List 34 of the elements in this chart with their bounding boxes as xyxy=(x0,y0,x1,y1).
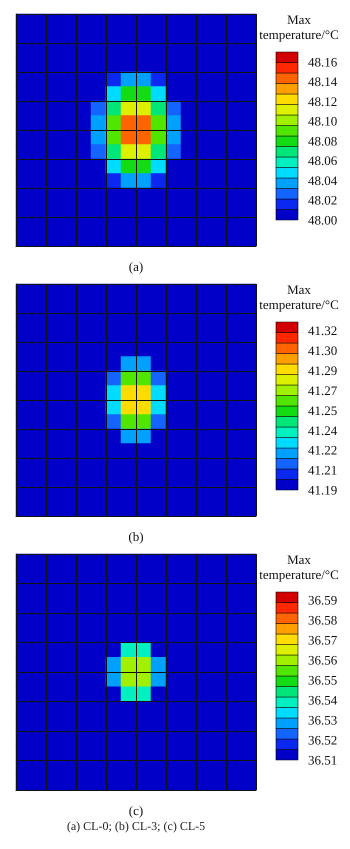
color-bar-label: 48.00 xyxy=(308,212,338,228)
color-bar-label: 41.21 xyxy=(308,462,338,478)
color-bar-label: 36.56 xyxy=(308,652,338,668)
color-bar-label: 41.19 xyxy=(308,482,338,498)
color-bar-label: 41.24 xyxy=(308,422,338,438)
color-bar-label: 48.08 xyxy=(308,133,338,148)
color-bar-title: Max temperature/°C xyxy=(259,282,339,312)
color-bar-title: Max temperature/°C xyxy=(259,552,339,582)
color-bar-label: 36.52 xyxy=(308,732,338,748)
color-bar-label: 36.59 xyxy=(308,592,338,608)
color-bar-label: 41.27 xyxy=(308,382,338,398)
text: (a) CL-0; (b) CL-3; (c) CL-5 xyxy=(66,819,206,833)
x-axis-title: (a) xyxy=(128,259,144,274)
color-bar-label: 36.58 xyxy=(308,612,338,628)
color-bar-label: 48.06 xyxy=(308,153,338,168)
color-bar-label: 48.02 xyxy=(308,192,338,208)
color-bar-label: 48.16 xyxy=(308,54,338,70)
color-bar-label: 41.25 xyxy=(308,402,338,418)
color-bar-label: 36.51 xyxy=(308,752,338,768)
color-bar-label: 41.22 xyxy=(308,442,338,458)
color-bar-label: 48.14 xyxy=(308,74,338,90)
color-bar-label: 36.57 xyxy=(308,632,338,648)
color-bar-label: 36.55 xyxy=(308,672,338,688)
color-bar-label: 41.32 xyxy=(308,323,338,338)
color-bar-label: 41.30 xyxy=(308,343,338,358)
color-bar-label: 48.12 xyxy=(308,94,338,109)
x-axis-title: (c) xyxy=(128,803,144,818)
color-bar-label: 36.54 xyxy=(308,692,338,708)
color-bar-label: 41.29 xyxy=(308,363,338,378)
color-bar-label: 48.04 xyxy=(308,172,338,188)
color-bar-label: 48.10 xyxy=(308,114,338,129)
color-bar-title: Max temperature/°C xyxy=(259,12,339,42)
color-bar-label: 36.53 xyxy=(308,712,338,728)
x-axis-title: (b) xyxy=(128,529,144,544)
